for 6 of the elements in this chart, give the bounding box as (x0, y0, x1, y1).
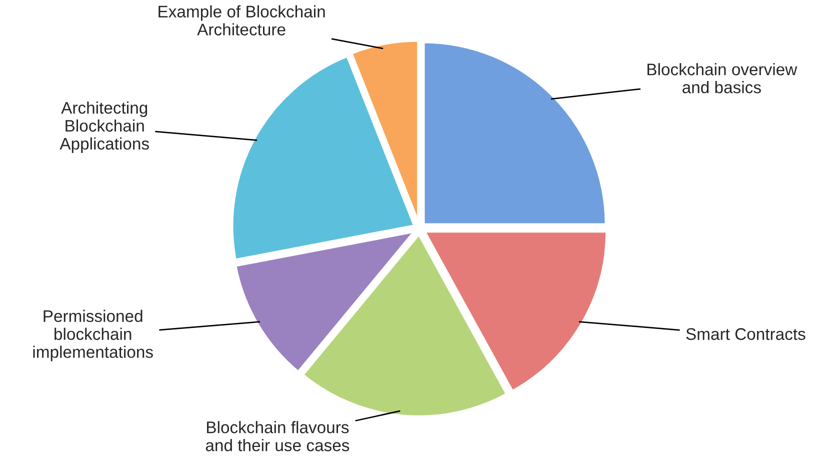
slice-label: Example of Blockchain Architecture (158, 5, 325, 36)
slice-label: Blockchain flavours and their use cases (206, 421, 350, 452)
slice-label: Permissioned blockchain implementations (33, 310, 153, 362)
slice-label: Blockchain overview and basics (648, 63, 798, 94)
slice-label: Architecting Blockchain Applications (60, 102, 149, 153)
slice-label: Smart Contracts (686, 328, 806, 340)
